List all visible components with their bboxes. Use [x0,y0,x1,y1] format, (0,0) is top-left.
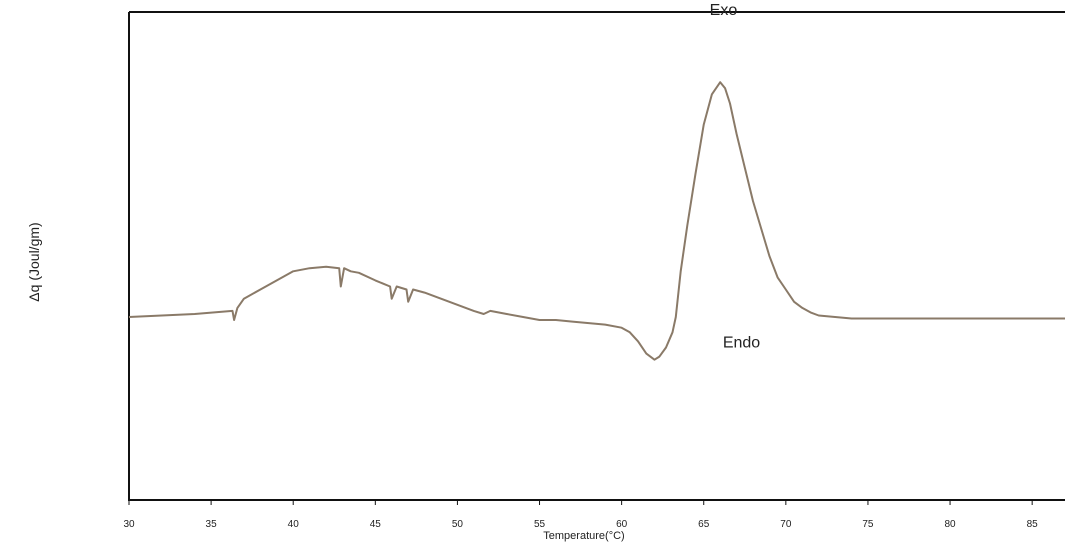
x-tick-label: 40 [288,519,300,530]
x-tick-label: 60 [616,519,628,530]
axes [128,11,1065,501]
series-line [128,81,1065,361]
x-tick-label: 30 [123,519,135,530]
x-axis-label: Temperature(°C) [543,530,624,542]
y-axis-label: Δq (Joul/gm) [26,222,42,301]
x-tick-label: 45 [370,519,382,530]
x-tick-label: 65 [698,519,710,530]
x-tick-label: 55 [534,519,546,530]
annotation-endo: Endo [723,335,760,352]
x-tick-label: 85 [1027,519,1039,530]
x-tick-label: 75 [862,519,874,530]
x-tick-label: 70 [780,519,792,530]
x-tick-label: 80 [944,519,956,530]
x-ticks: 30 35 40 45 50 55 60 65 70 75 80 85 [123,500,1038,530]
x-tick-label: 35 [206,519,218,530]
annotation-exo: Exo [710,2,738,19]
x-tick-label: 50 [452,519,464,530]
